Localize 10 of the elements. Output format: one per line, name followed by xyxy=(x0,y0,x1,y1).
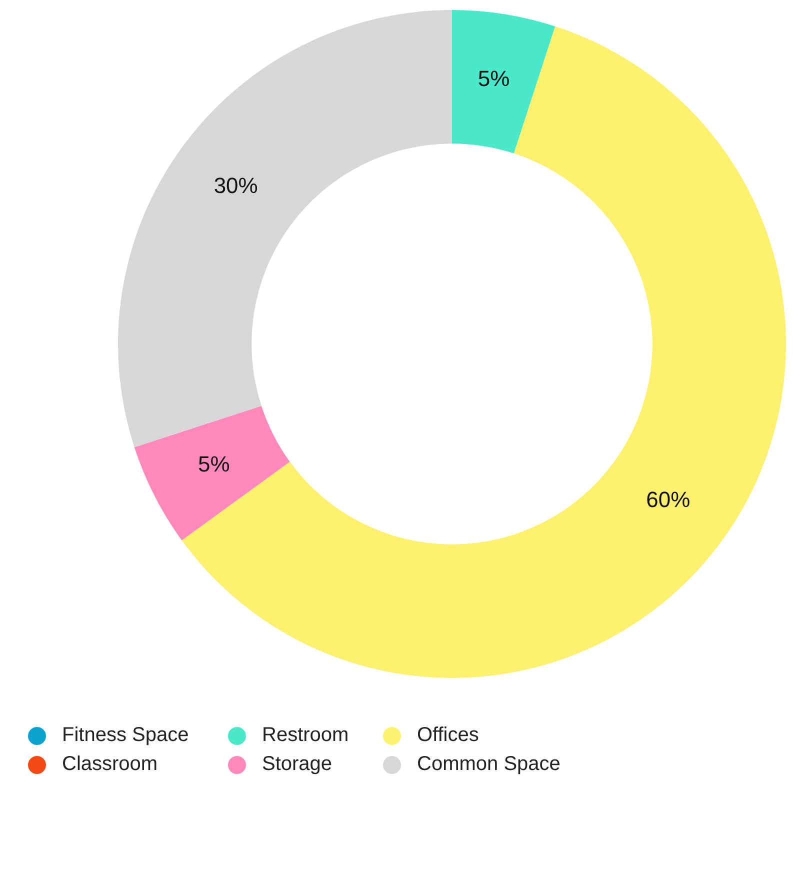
legend-label: Offices xyxy=(417,724,479,747)
legend-label: Storage xyxy=(262,753,332,776)
data-label: 30% xyxy=(214,173,258,198)
legend-label: Fitness Space xyxy=(62,724,189,747)
legend-label: Restroom xyxy=(262,724,349,747)
legend-label: Common Space xyxy=(417,753,560,776)
data-label: 5% xyxy=(198,451,230,476)
data-label: 60% xyxy=(646,487,690,512)
data-label: 5% xyxy=(478,66,510,92)
legend-label: Classroom xyxy=(62,753,158,776)
